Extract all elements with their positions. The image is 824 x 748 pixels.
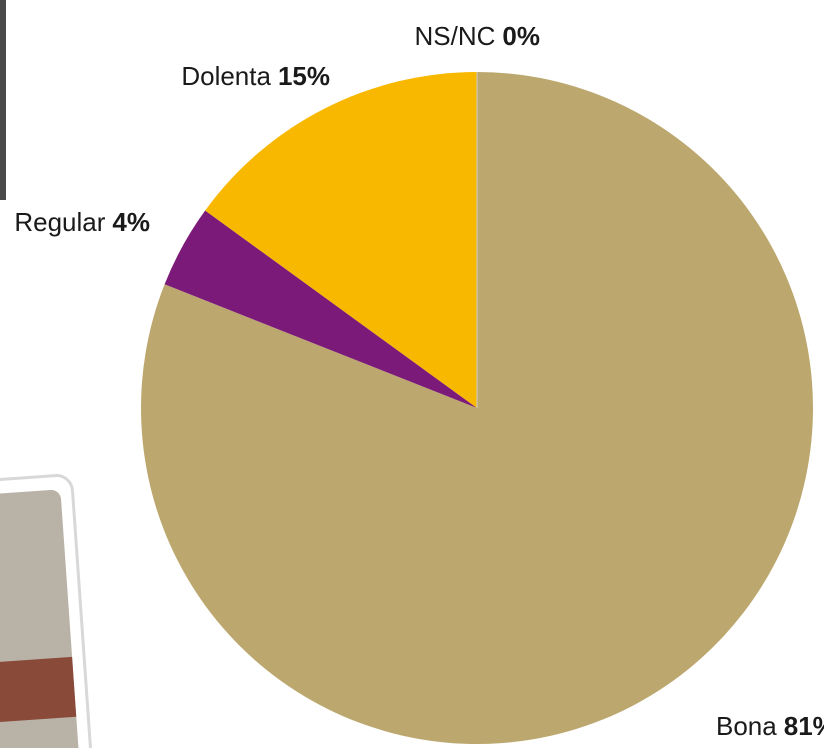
pie-slice [140,72,813,745]
value-label: 0% [502,21,540,51]
edge-strip [0,0,6,200]
slice-label: Dolenta 15% [181,61,330,91]
photo [0,474,93,748]
pie-slice [205,72,477,408]
photo-detail [0,656,77,724]
category-label: Bona [716,711,777,741]
category-label: Regular [14,207,105,237]
slice-label: NS/NC 0% [415,21,540,51]
value-label: 81% [784,711,824,741]
pie-slice [164,210,478,408]
category-label: Dolenta [181,61,271,91]
value-label: 15% [278,61,330,91]
category-label: NS/NC [415,21,496,51]
value-label: 4% [112,207,150,237]
slice-label: Regular 4% [14,207,150,237]
